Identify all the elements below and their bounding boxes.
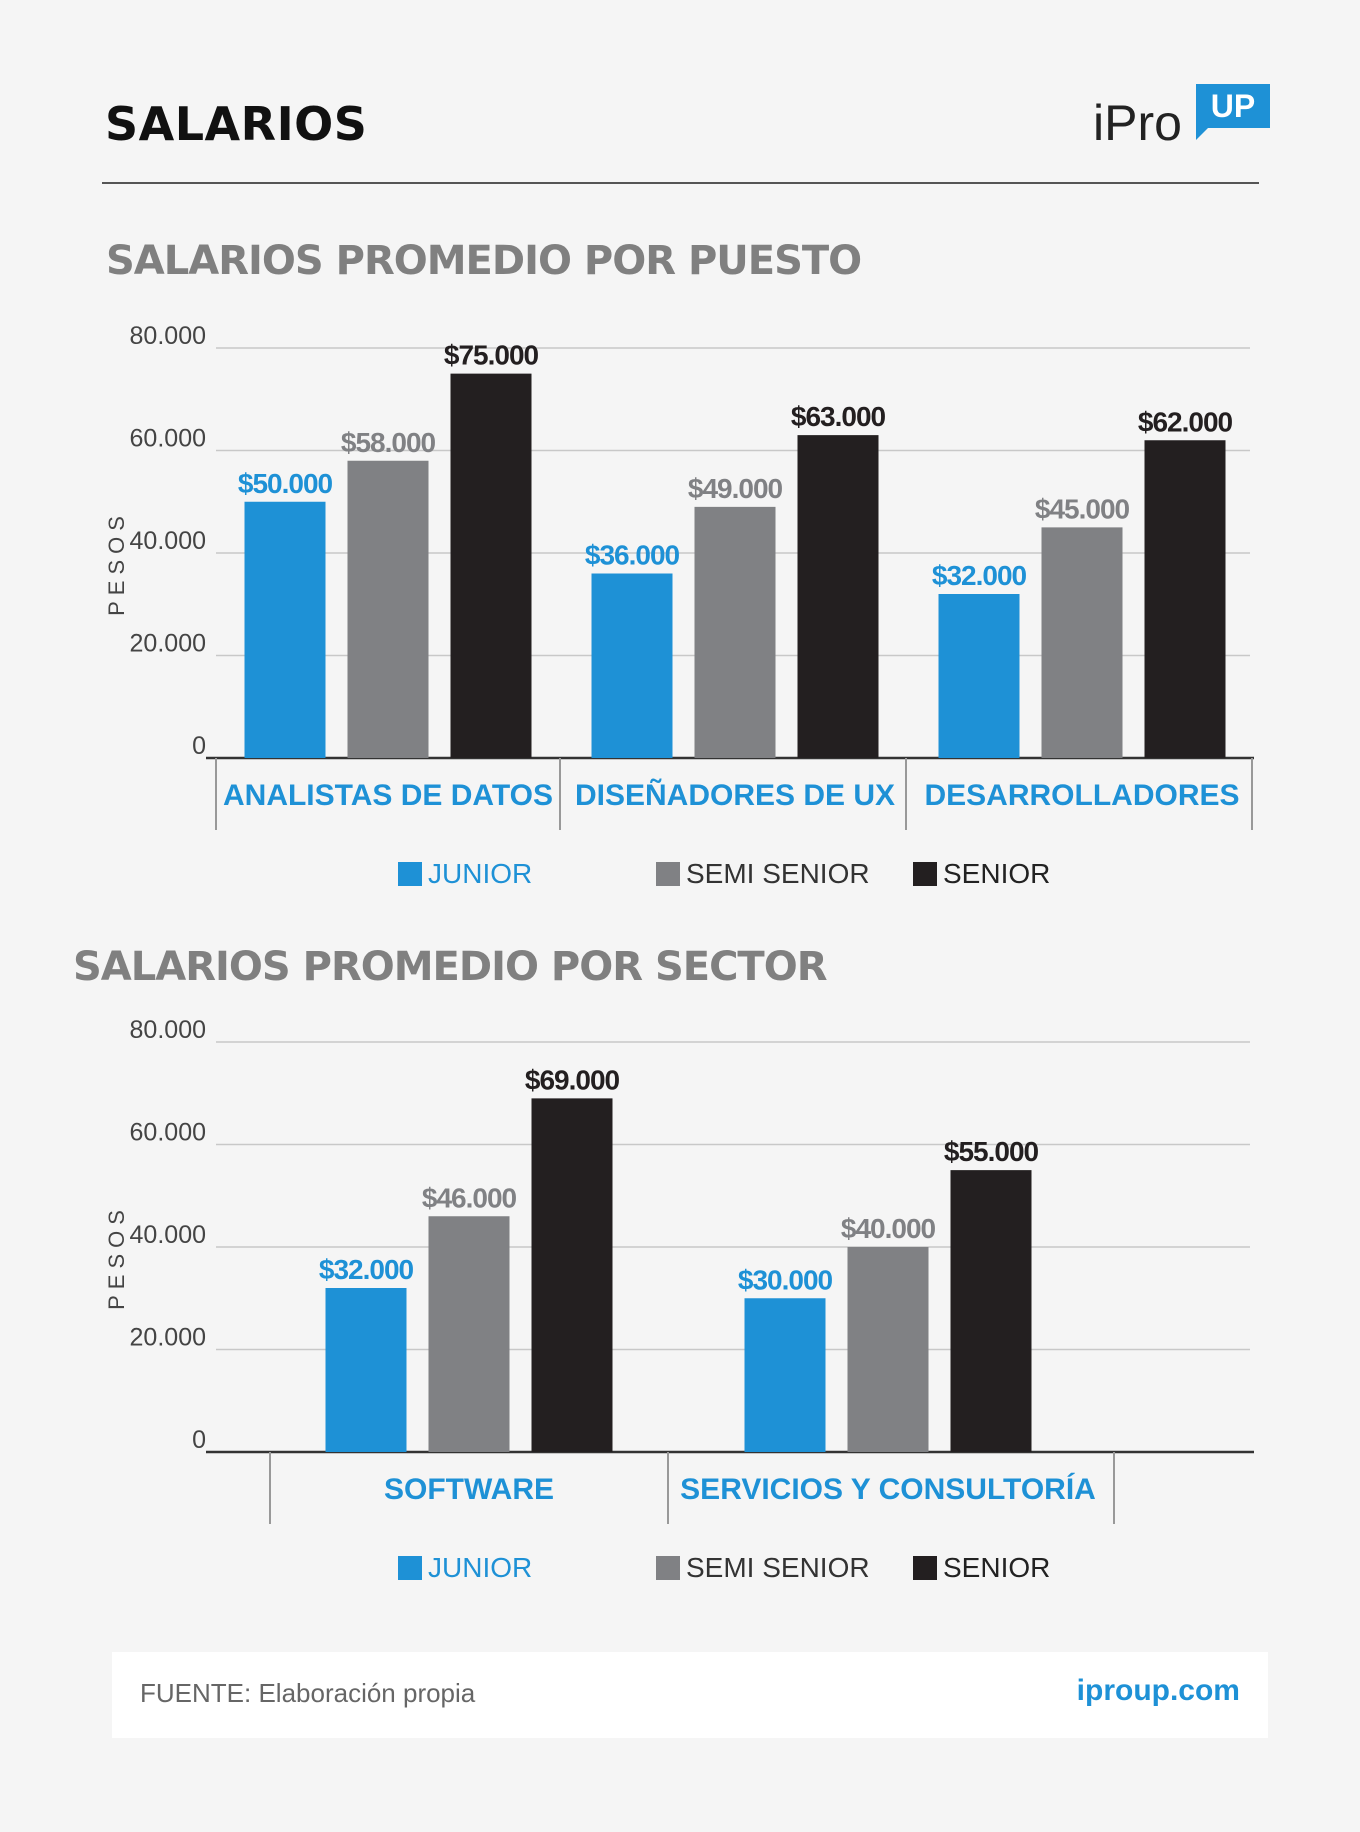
data-label: $55.000 bbox=[944, 1136, 1039, 1167]
data-label: $32.000 bbox=[932, 560, 1027, 591]
bar bbox=[1041, 527, 1123, 758]
data-label: $63.000 bbox=[791, 401, 886, 432]
bar bbox=[325, 1288, 407, 1452]
bar bbox=[428, 1216, 510, 1452]
bar bbox=[938, 594, 1020, 758]
bar bbox=[744, 1298, 826, 1452]
legend-label-semi-senior: SEMI SENIOR bbox=[686, 1552, 870, 1583]
legend-swatch-semi-senior bbox=[656, 1556, 680, 1580]
data-label: $30.000 bbox=[738, 1264, 833, 1295]
legend-senior: SENIOR bbox=[913, 1548, 1050, 1588]
footer: FUENTE: Elaboración propia iproup.com bbox=[112, 1652, 1268, 1738]
category-label: DISEÑADORES DE UX bbox=[575, 778, 895, 812]
y-tick-label: 80.000 bbox=[130, 1016, 206, 1044]
logo-text: iPro bbox=[1093, 95, 1182, 151]
logo-badge: UP bbox=[1196, 84, 1270, 128]
ipro-up-logo: iPro UP bbox=[1093, 84, 1270, 154]
y-tick-label: 60.000 bbox=[130, 425, 206, 453]
bar bbox=[591, 573, 673, 758]
y-tick-label: 40.000 bbox=[130, 1221, 206, 1249]
legend-senior: SENIOR bbox=[913, 854, 1050, 894]
legend-semi-senior: SEMI SENIOR bbox=[656, 1548, 870, 1588]
legend-label-senior: SENIOR bbox=[943, 858, 1051, 889]
legend-swatch-semi-senior bbox=[656, 862, 680, 886]
bar bbox=[797, 435, 879, 758]
page-title: SALARIOS bbox=[105, 97, 368, 151]
y-tick-label: 20.000 bbox=[130, 630, 206, 658]
legend-swatch-senior bbox=[913, 1556, 937, 1580]
y-axis-title: PESOS bbox=[104, 1204, 129, 1310]
bar bbox=[1144, 440, 1226, 758]
chart-2-legend: JUNIOR SEMI SENIOR SENIOR bbox=[0, 1548, 1360, 1588]
legend-junior: JUNIOR bbox=[398, 1548, 532, 1588]
category-label: DESARROLLADORES bbox=[924, 779, 1239, 812]
bar bbox=[950, 1170, 1032, 1452]
y-tick-label: 40.000 bbox=[130, 527, 206, 555]
chart-1-legend: JUNIOR SEMI SENIOR SENIOR bbox=[0, 854, 1360, 894]
bar bbox=[847, 1247, 929, 1452]
data-label: $69.000 bbox=[525, 1064, 620, 1095]
header-divider bbox=[102, 182, 1259, 184]
bar bbox=[244, 501, 326, 758]
legend-swatch-junior bbox=[398, 862, 422, 886]
data-label: $75.000 bbox=[444, 340, 539, 371]
legend-swatch-senior bbox=[913, 862, 937, 886]
chart-1-title: SALARIOS PROMEDIO POR PUESTO bbox=[106, 238, 862, 284]
data-label: $46.000 bbox=[422, 1182, 517, 1213]
bar bbox=[694, 506, 776, 758]
legend-label-junior: JUNIOR bbox=[428, 858, 533, 889]
legend-label-junior: JUNIOR bbox=[428, 1552, 533, 1583]
legend-swatch-junior bbox=[398, 1556, 422, 1580]
bar bbox=[531, 1098, 613, 1452]
footer-source: FUENTE: Elaboración propia bbox=[140, 1678, 476, 1708]
legend-semi-senior: SEMI SENIOR bbox=[656, 854, 870, 894]
bar bbox=[347, 460, 429, 758]
data-label: $45.000 bbox=[1035, 493, 1130, 524]
data-label: $62.000 bbox=[1138, 406, 1233, 437]
legend-junior: JUNIOR bbox=[398, 854, 532, 894]
bar bbox=[450, 373, 532, 758]
category-label: SOFTWARE bbox=[384, 1473, 554, 1506]
data-label: $58.000 bbox=[341, 427, 436, 458]
category-label: SERVICIOS Y CONSULTORÍA bbox=[680, 1472, 1096, 1506]
footer-url[interactable]: iproup.com bbox=[1076, 1674, 1240, 1707]
y-tick-label: 0 bbox=[192, 1426, 206, 1454]
category-label: ANALISTAS DE DATOS bbox=[223, 779, 553, 812]
y-tick-label: 0 bbox=[192, 732, 206, 760]
y-tick-label: 80.000 bbox=[130, 322, 206, 350]
logo-badge-tail bbox=[1196, 128, 1208, 140]
y-tick-label: 20.000 bbox=[130, 1324, 206, 1352]
data-label: $32.000 bbox=[319, 1254, 414, 1285]
data-label: $40.000 bbox=[841, 1213, 936, 1244]
data-label: $50.000 bbox=[238, 468, 333, 499]
y-tick-label: 60.000 bbox=[130, 1119, 206, 1147]
data-label: $36.000 bbox=[585, 540, 680, 571]
data-label: $49.000 bbox=[688, 473, 783, 504]
chart-1-svg: 0 20.000 40.000 60.000 80.000 PESOS $50.000 $58… bbox=[104, 322, 1254, 830]
y-axis-title: PESOS bbox=[104, 510, 129, 616]
chart-2-title: SALARIOS PROMEDIO POR SECTOR bbox=[73, 944, 828, 990]
legend-label-semi-senior: SEMI SENIOR bbox=[686, 858, 870, 889]
chart-2-svg: 0 20.000 40.000 60.000 80.000 PESOS $32.000 $46… bbox=[104, 1016, 1254, 1524]
legend-label-senior: SENIOR bbox=[943, 1552, 1051, 1583]
